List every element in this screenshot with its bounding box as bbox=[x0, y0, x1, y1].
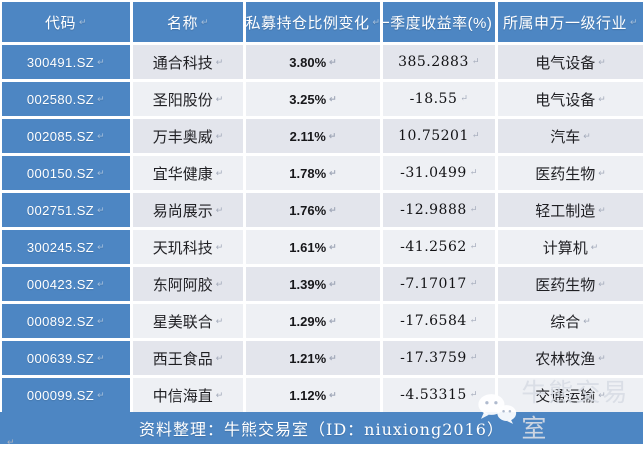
cell-holding_change: 1.61% bbox=[246, 230, 380, 264]
cell-industry: 计算机 bbox=[498, 230, 643, 264]
cell-holding_change: 1.29% bbox=[246, 304, 380, 338]
cell-code: 000150.SZ bbox=[2, 156, 130, 190]
column-header-industry: 所属申万一级行业 bbox=[498, 2, 643, 42]
cell-code: 000892.SZ bbox=[2, 304, 130, 338]
cell-q1_return: 385.2883 bbox=[383, 45, 495, 79]
cell-industry: 医药生物 bbox=[498, 267, 643, 301]
paragraph-mark-icon: ↵ bbox=[7, 437, 15, 447]
cell-code: 002751.SZ bbox=[2, 193, 130, 227]
cell-name: 天玑科技 bbox=[133, 230, 243, 264]
cell-industry: 汽车 bbox=[498, 119, 643, 153]
column-header-holding_change: 私募持仓比例变化 bbox=[246, 2, 380, 42]
column-header-q1_return: 一季度收益率(%) bbox=[383, 2, 495, 42]
cell-code: 000099.SZ bbox=[2, 378, 130, 412]
cell-holding_change: 1.78% bbox=[246, 156, 380, 190]
cell-name: 中信海直 bbox=[133, 378, 243, 412]
cell-industry: 交通运输 bbox=[498, 378, 643, 412]
cell-industry: 电气设备 bbox=[498, 45, 643, 79]
cell-name: 宜华健康 bbox=[133, 156, 243, 190]
cell-holding_change: 1.21% bbox=[246, 341, 380, 375]
cell-q1_return: 10.75201 bbox=[383, 119, 495, 153]
cell-q1_return: -7.17017 bbox=[383, 267, 495, 301]
cell-industry: 农林牧渔 bbox=[498, 341, 643, 375]
cell-holding_change: 3.80% bbox=[246, 45, 380, 79]
cell-q1_return: -18.55 bbox=[383, 82, 495, 116]
cell-code: 000639.SZ bbox=[2, 341, 130, 375]
cell-name: 通合科技 bbox=[133, 45, 243, 79]
cell-q1_return: -4.53315 bbox=[383, 378, 495, 412]
cell-q1_return: -17.3759 bbox=[383, 341, 495, 375]
cell-industry: 综合 bbox=[498, 304, 643, 338]
cell-q1_return: -31.0499 bbox=[383, 156, 495, 190]
cell-code: 000423.SZ bbox=[2, 267, 130, 301]
cell-industry: 轻工制造 bbox=[498, 193, 643, 227]
cell-q1_return: -17.6584 bbox=[383, 304, 495, 338]
stock-table: 代码名称私募持仓比例变化一季度收益率(%)所属申万一级行业 300491.SZ通合… bbox=[0, 0, 643, 412]
cell-code: 300245.SZ bbox=[2, 230, 130, 264]
footer-attribution-text: 资料整理：牛熊交易室（ID：niuxiong2016） bbox=[139, 420, 504, 439]
cell-industry: 医药生物 bbox=[498, 156, 643, 190]
cell-name: 星美联合 bbox=[133, 304, 243, 338]
cell-name: 易尚展示 bbox=[133, 193, 243, 227]
cell-code: 002580.SZ bbox=[2, 82, 130, 116]
cell-holding_change: 3.25% bbox=[246, 82, 380, 116]
cell-name: 东阿阿胶 bbox=[133, 267, 243, 301]
cell-holding_change: 1.12% bbox=[246, 378, 380, 412]
cell-name: 圣阳股份 bbox=[133, 82, 243, 116]
cell-industry: 电气设备 bbox=[498, 82, 643, 116]
cell-code: 002085.SZ bbox=[2, 119, 130, 153]
cell-holding_change: 1.39% bbox=[246, 267, 380, 301]
cell-q1_return: -41.2562 bbox=[383, 230, 495, 264]
cell-name: 西王食品 bbox=[133, 341, 243, 375]
footer-bar: 资料整理：牛熊交易室（ID：niuxiong2016） bbox=[0, 412, 643, 444]
cell-q1_return: -12.9888 bbox=[383, 193, 495, 227]
cell-code: 300491.SZ bbox=[2, 45, 130, 79]
cell-name: 万丰奥威 bbox=[133, 119, 243, 153]
cell-holding_change: 1.76% bbox=[246, 193, 380, 227]
column-header-name: 名称 bbox=[133, 2, 243, 42]
column-header-code: 代码 bbox=[2, 2, 130, 42]
cell-holding_change: 2.11% bbox=[246, 119, 380, 153]
